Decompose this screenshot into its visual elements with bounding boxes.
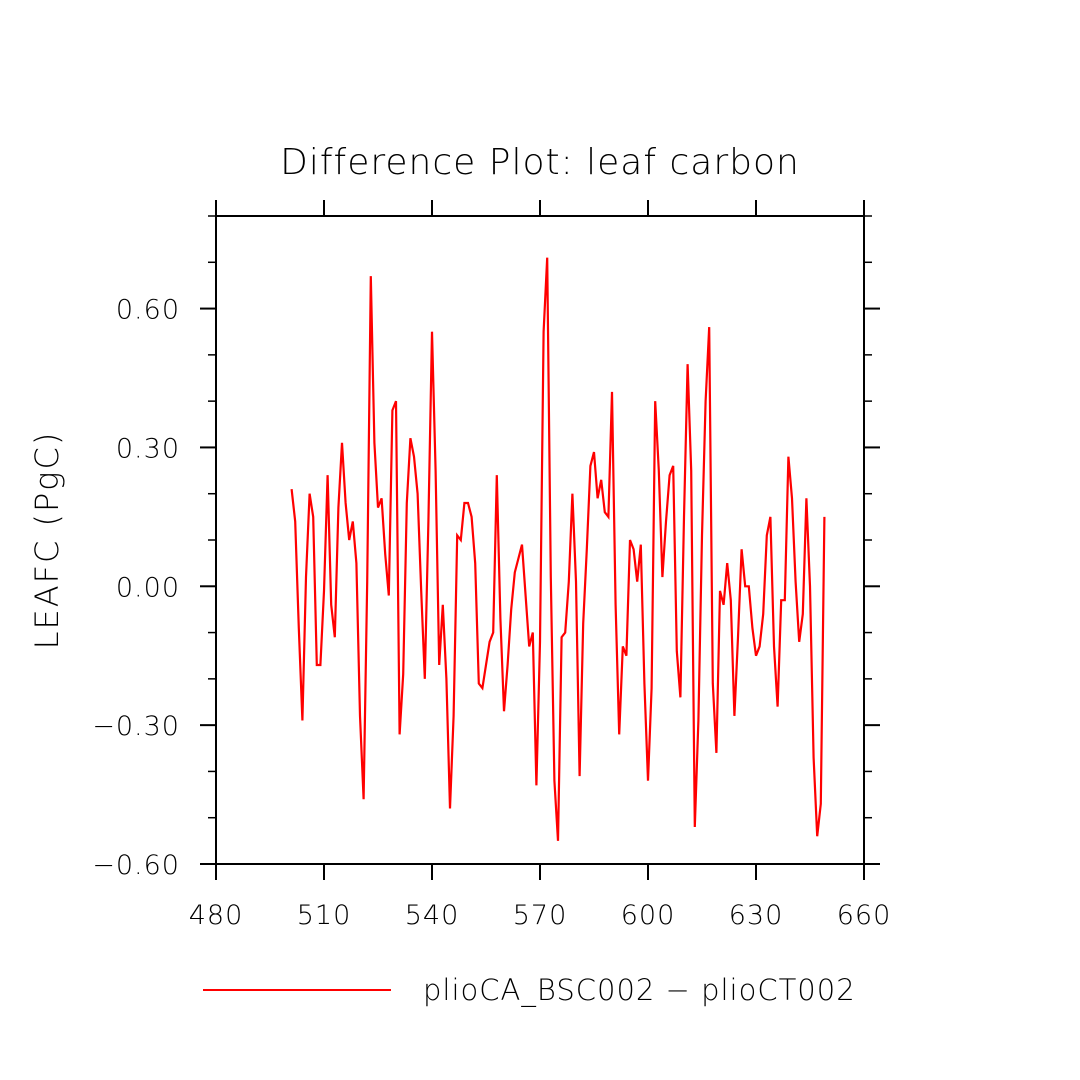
x-tick-label: 570 (513, 900, 568, 931)
x-tick-label: 630 (729, 900, 784, 931)
axis-tick-labels: −0.60 −0.30 0.00 0.30 0.60 480 510 540 570 600 630… (92, 295, 892, 931)
x-tick-label: 600 (621, 900, 676, 931)
y-axis-label: LEAFC (PgC) (28, 431, 66, 650)
y-tick-label: −0.60 (92, 850, 180, 881)
y-tick-label: 0.30 (116, 433, 180, 464)
x-tick-label: 540 (405, 900, 460, 931)
axis-ticks (200, 200, 880, 880)
y-tick-label: 0.00 (116, 572, 180, 603)
series-lines (290, 257, 826, 841)
chart-title: Difference Plot: leaf carbon (280, 142, 800, 183)
legend: plioCA_BSC002 − plioCT002 (203, 973, 856, 1008)
y-tick-label: −0.30 (92, 711, 180, 742)
legend-label: plioCA_BSC002 − plioCT002 (423, 973, 856, 1008)
x-tick-label: 660 (837, 900, 892, 931)
x-tick-label: 510 (297, 900, 352, 931)
x-tick-label: 480 (189, 900, 244, 931)
series-line (290, 257, 826, 841)
y-tick-label: 0.60 (116, 295, 180, 326)
